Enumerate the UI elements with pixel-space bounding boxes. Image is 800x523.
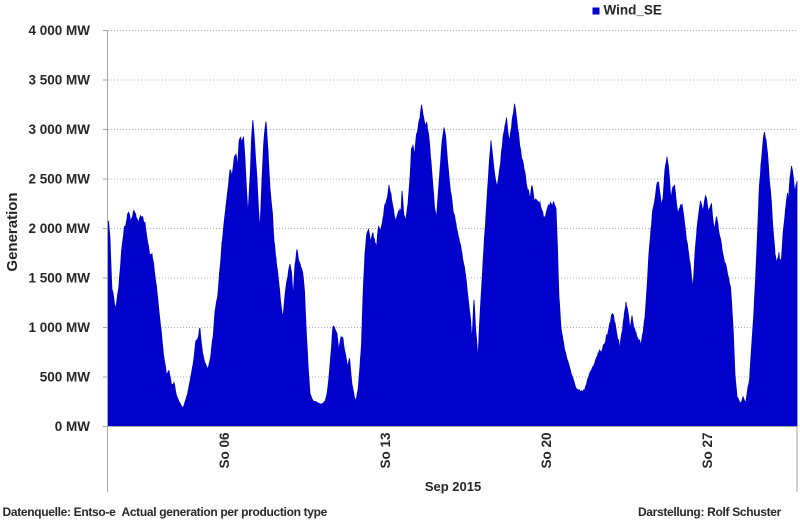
- svg-text:3 500 MW: 3 500 MW: [28, 73, 90, 88]
- svg-text:Datenquelle: Entso-e Actual g: Datenquelle: Entso-e Actual generation p…: [3, 505, 328, 519]
- svg-text:Sep 2015: Sep 2015: [425, 479, 481, 494]
- svg-text:0 MW: 0 MW: [55, 419, 91, 434]
- svg-text:4 000 MW: 4 000 MW: [28, 23, 90, 38]
- svg-text:Darstellung: Rolf Schuster: Darstellung: Rolf Schuster: [638, 505, 782, 519]
- svg-text:Generation: Generation: [4, 192, 21, 271]
- svg-text:1 500 MW: 1 500 MW: [28, 271, 90, 286]
- svg-text:500 MW: 500 MW: [40, 370, 91, 385]
- svg-text:So 06: So 06: [217, 432, 232, 469]
- svg-text:Wind_SE: Wind_SE: [604, 3, 662, 18]
- svg-text:So 13: So 13: [378, 432, 393, 469]
- svg-text:2 000 MW: 2 000 MW: [28, 221, 90, 236]
- svg-text:So 27: So 27: [700, 432, 715, 468]
- svg-text:2 500 MW: 2 500 MW: [28, 172, 90, 187]
- svg-text:So 20: So 20: [539, 432, 554, 468]
- svg-text:1 000 MW: 1 000 MW: [28, 320, 90, 335]
- svg-text:3 000 MW: 3 000 MW: [28, 122, 90, 137]
